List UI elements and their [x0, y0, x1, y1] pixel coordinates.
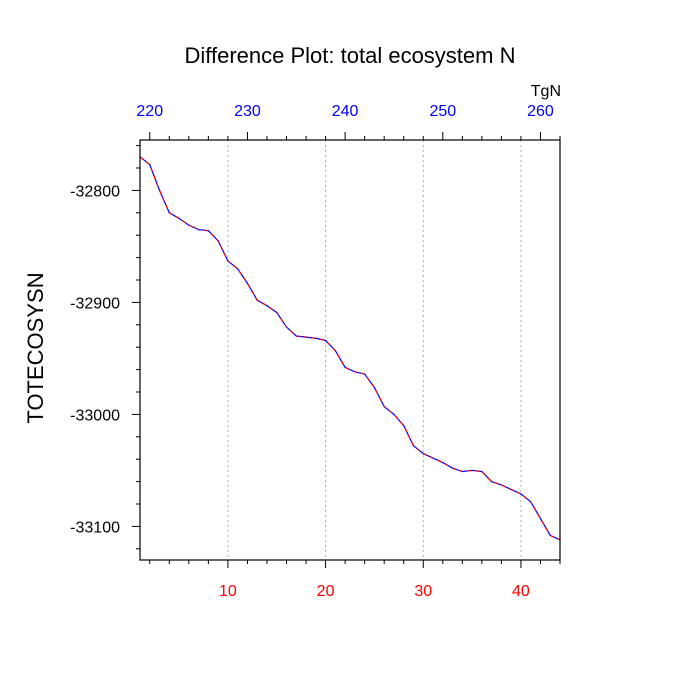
data-line-secondary [139, 156, 561, 541]
data-point [256, 299, 258, 301]
data-point [227, 260, 229, 262]
data-point [520, 493, 522, 495]
data-point [295, 335, 297, 337]
data-point [266, 305, 268, 307]
top-tick-label: 250 [429, 103, 456, 120]
data-point [530, 501, 532, 503]
data-point [324, 339, 327, 342]
data-point [217, 240, 219, 242]
data-point [491, 481, 493, 483]
grid-lines [227, 140, 522, 560]
data-point [305, 336, 307, 338]
data-point [442, 461, 444, 464]
data-point [158, 189, 161, 191]
top-tick-label: 230 [234, 103, 261, 120]
x-tick-label: 20 [317, 583, 335, 600]
data-point [334, 349, 336, 352]
y-tick-label: -32900 [70, 295, 120, 312]
data-point [432, 457, 434, 459]
data-point [510, 488, 512, 491]
chart-title: Difference Plot: total ecosystem N [185, 43, 516, 68]
data-point [149, 164, 151, 166]
data-point [539, 517, 542, 520]
data-point [276, 311, 278, 314]
data-point [471, 469, 473, 471]
data-point [237, 268, 239, 270]
data-point [285, 326, 288, 328]
data-point [246, 282, 249, 284]
top-tick-label: 240 [332, 103, 359, 120]
data-point [451, 467, 454, 469]
data-line-primary [139, 156, 561, 541]
data-point [315, 337, 317, 339]
top-tick-label: 220 [136, 103, 163, 120]
data-point [412, 445, 415, 447]
y-tick-label: -33000 [70, 407, 120, 424]
top-axis-units: TgN [531, 83, 561, 100]
data-point [178, 217, 180, 219]
data-point [207, 230, 209, 232]
data-point [168, 212, 170, 214]
data-point [344, 366, 346, 368]
data-point [549, 534, 551, 536]
x-tick-label: 10 [219, 583, 237, 600]
x-tick-label: 30 [414, 583, 432, 600]
data-lines [139, 156, 561, 541]
data-point [383, 405, 385, 408]
tick-labels: 10 20 30 40 220 230 240 250 260 -32800 -32900 -3300… [70, 103, 554, 600]
y-axis-label: TOTECOSYSN [23, 272, 48, 423]
data-point [403, 425, 405, 427]
data-point [393, 413, 395, 415]
plot-frame [139, 139, 561, 561]
axis-ticks [132, 132, 561, 568]
data-point [188, 224, 190, 226]
data-point [481, 470, 483, 473]
data-point [461, 470, 463, 473]
data-point [422, 453, 424, 455]
data-point [364, 373, 366, 375]
data-point [500, 484, 502, 486]
x-tick-label: 40 [512, 583, 530, 600]
data-point [198, 229, 200, 231]
top-tick-label: 260 [527, 103, 554, 120]
data-point [373, 386, 376, 389]
y-tick-label: -33100 [70, 519, 120, 536]
data-point [354, 371, 356, 373]
y-tick-label: -32800 [70, 183, 120, 200]
